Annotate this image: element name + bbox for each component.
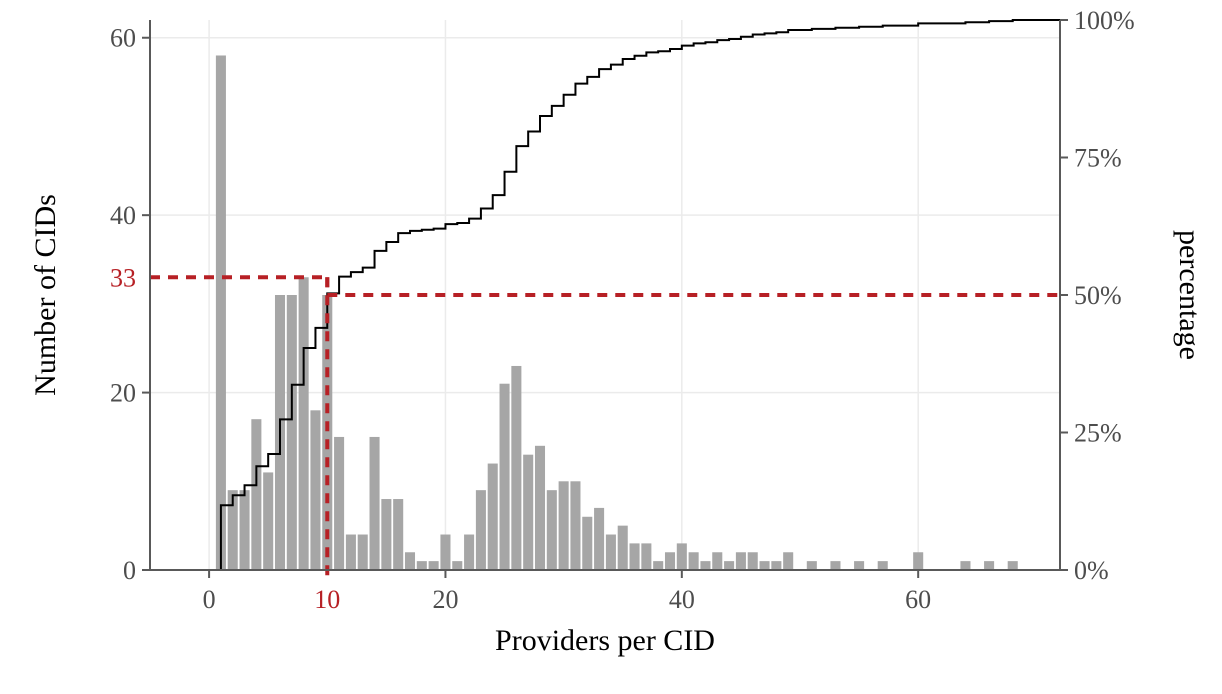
x-axis-title: Providers per CID bbox=[495, 624, 715, 657]
y-left-tick-label: 20 bbox=[110, 379, 136, 408]
bar bbox=[807, 561, 817, 570]
bar bbox=[299, 277, 309, 570]
ref-label-y: 33 bbox=[110, 263, 136, 292]
x-tick-label: 20 bbox=[432, 585, 458, 614]
bar bbox=[440, 535, 450, 570]
y-left-tick-label: 40 bbox=[110, 201, 136, 230]
bar bbox=[618, 526, 628, 570]
y-left-tick-label: 0 bbox=[123, 556, 136, 585]
bar bbox=[748, 552, 758, 570]
ref-label-x: 10 bbox=[314, 585, 340, 614]
bar bbox=[251, 419, 261, 570]
bar bbox=[854, 561, 864, 570]
y-right-tick-label: 25% bbox=[1074, 419, 1122, 448]
y-left-tick-label: 60 bbox=[110, 24, 136, 53]
bar bbox=[476, 490, 486, 570]
bar bbox=[346, 535, 356, 570]
bar bbox=[700, 561, 710, 570]
x-tick-label: 60 bbox=[905, 585, 931, 614]
bar bbox=[523, 455, 533, 570]
bar bbox=[511, 366, 521, 570]
bar bbox=[547, 490, 557, 570]
bar bbox=[334, 437, 344, 570]
bar bbox=[724, 561, 734, 570]
bar bbox=[500, 384, 510, 570]
bar bbox=[1008, 561, 1018, 570]
x-tick-label: 0 bbox=[203, 585, 216, 614]
bar bbox=[464, 535, 474, 570]
bar bbox=[689, 552, 699, 570]
y-right-tick-label: 0% bbox=[1074, 556, 1109, 585]
bar bbox=[582, 517, 592, 570]
bar bbox=[653, 561, 663, 570]
bar bbox=[665, 552, 675, 570]
bar bbox=[216, 55, 226, 570]
bar bbox=[771, 561, 781, 570]
bar bbox=[381, 499, 391, 570]
bar bbox=[429, 561, 439, 570]
y-right-tick-label: 50% bbox=[1074, 281, 1122, 310]
bar bbox=[559, 481, 569, 570]
bar bbox=[960, 561, 970, 570]
bar bbox=[783, 552, 793, 570]
bar bbox=[913, 552, 923, 570]
bar bbox=[630, 543, 640, 570]
bar bbox=[878, 561, 888, 570]
x-tick-label: 40 bbox=[669, 585, 695, 614]
bar bbox=[405, 552, 415, 570]
bar bbox=[393, 499, 403, 570]
bar bbox=[263, 472, 273, 570]
bar bbox=[287, 295, 297, 570]
bar bbox=[370, 437, 380, 570]
y-right-tick-label: 100% bbox=[1074, 6, 1135, 35]
chart-container: 0 20 40 60 0 20 40 60 0% 25% 50% 75% 100% 33 10 Provide… bbox=[0, 0, 1222, 694]
bar bbox=[535, 446, 545, 570]
y-left-axis-title: Number of CIDs bbox=[29, 194, 62, 396]
bar bbox=[310, 410, 320, 570]
bar bbox=[830, 561, 840, 570]
bar bbox=[358, 535, 368, 570]
bar bbox=[760, 561, 770, 570]
bar bbox=[677, 543, 687, 570]
bar bbox=[606, 535, 616, 570]
bar bbox=[452, 561, 462, 570]
bar bbox=[594, 508, 604, 570]
y-right-tick-label: 75% bbox=[1074, 144, 1122, 173]
bar bbox=[712, 552, 722, 570]
bar bbox=[570, 481, 580, 570]
bar bbox=[736, 552, 746, 570]
bar bbox=[641, 543, 651, 570]
bar bbox=[488, 464, 498, 570]
chart-svg: 0 20 40 60 0 20 40 60 0% 25% 50% 75% 100% 33 10 Provide… bbox=[0, 0, 1222, 694]
y-right-axis-title: percentage bbox=[1173, 230, 1206, 360]
bar bbox=[417, 561, 427, 570]
bar bbox=[240, 490, 250, 570]
bar bbox=[984, 561, 994, 570]
